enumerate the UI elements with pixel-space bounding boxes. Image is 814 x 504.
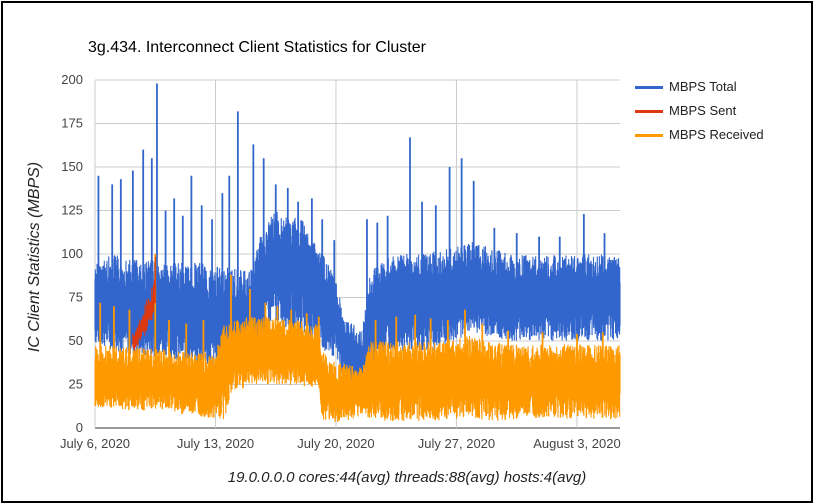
y-tick-label: 125	[61, 203, 83, 218]
x-tick-label: August 3, 2020	[533, 436, 620, 451]
y-tick-label: 50	[69, 333, 83, 348]
series-line-1	[132, 257, 156, 351]
y-tick-label: 25	[69, 377, 83, 392]
x-tick-label: July 6, 2020	[60, 436, 130, 451]
x-tick-label: July 27, 2020	[418, 436, 495, 451]
series-layer	[94, 83, 621, 423]
legend-label-received: MBPS Received	[669, 127, 764, 142]
series-line-0	[94, 211, 621, 387]
y-tick-label: 200	[61, 72, 83, 87]
legend-swatch-sent	[635, 110, 663, 113]
y-tick-label: 100	[61, 246, 83, 261]
x-tick-label: July 20, 2020	[297, 436, 374, 451]
y-tick-label: 175	[61, 116, 83, 131]
axis-layer: 0 25 50 75 100 125 150 175 200 July 6, 2020 July 1…	[60, 72, 621, 451]
y-tick-label: 75	[69, 290, 83, 305]
chart-footer: 19.0.0.0.0 cores:44(avg) threads:88(avg)…	[227, 469, 587, 486]
legend-label-sent: MBPS Sent	[669, 103, 737, 118]
y-tick-label: 0	[76, 420, 83, 435]
y-tick-label: 150	[61, 159, 83, 174]
x-tick-label: July 13, 2020	[177, 436, 254, 451]
legend-swatch-received	[635, 134, 663, 137]
chart-title: 3g.434. Interconnect Client Statistics f…	[88, 39, 426, 56]
series-line-2	[94, 316, 621, 423]
legend-swatch-total	[635, 86, 663, 89]
chart-plot: 0 25 50 75 100 125 150 175 200 July 6, 2020 July 1…	[60, 72, 621, 451]
y-axis-label: IC Client Statistics (MBPS)	[26, 161, 43, 353]
legend-label-total: MBPS Total	[669, 79, 737, 94]
